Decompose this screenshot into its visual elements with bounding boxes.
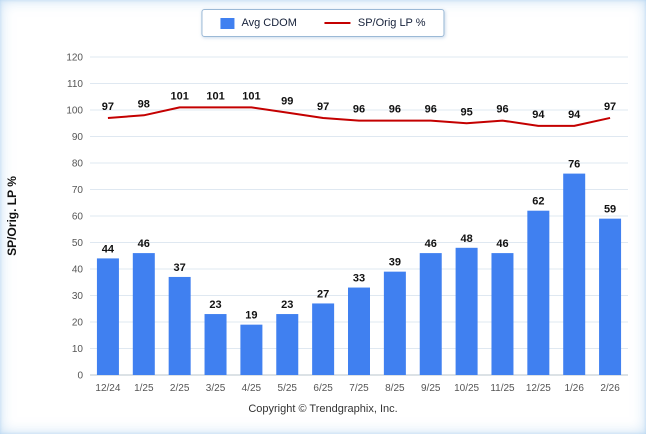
bars-group bbox=[96, 173, 622, 375]
bar-value-label: 23 bbox=[209, 299, 221, 311]
x-tick-label: 10/25 bbox=[454, 383, 479, 394]
bar bbox=[132, 253, 155, 375]
copyright-text: Copyright © Trendgraphix, Inc. bbox=[248, 403, 397, 415]
bar-value-label: 46 bbox=[138, 238, 150, 250]
x-tick-label: 11/25 bbox=[490, 383, 515, 394]
legend-item-avg-cdom: Avg CDOM bbox=[220, 17, 297, 29]
legend-label-avg-cdom: Avg CDOM bbox=[241, 17, 297, 29]
bar-value-label: 76 bbox=[568, 159, 580, 171]
grid-group: 0 10 20 30 40 50 60 70 80 90 100 110 120 12/24 1/25 2/2… bbox=[66, 53, 628, 394]
y-tick-label: 100 bbox=[66, 106, 83, 117]
bar bbox=[348, 287, 370, 375]
y-tick-label: 70 bbox=[72, 185, 84, 196]
bar bbox=[276, 314, 299, 375]
value-labels-group: 44 46 37 23 19 23 27 33 39 46 48 46 62 76 59 97 98 101 101… bbox=[102, 90, 616, 321]
bar-value-label: 37 bbox=[174, 262, 186, 274]
bar bbox=[491, 253, 514, 375]
x-tick-label: 1/25 bbox=[134, 383, 154, 394]
line-value-label: 97 bbox=[102, 101, 114, 113]
line-value-label: 101 bbox=[206, 90, 224, 102]
bar bbox=[383, 271, 406, 375]
x-tick-label: 5/25 bbox=[278, 383, 298, 394]
x-tick-label: 4/25 bbox=[242, 383, 262, 394]
y-tick-label: 80 bbox=[72, 159, 84, 170]
y-tick-label: 90 bbox=[72, 132, 84, 143]
line-value-label: 101 bbox=[242, 90, 260, 102]
line-swatch-icon bbox=[324, 22, 351, 24]
x-tick-label: 2/25 bbox=[170, 383, 190, 394]
bar-value-label: 46 bbox=[496, 238, 508, 250]
x-tick-label: 12/25 bbox=[526, 383, 551, 394]
y-axis-title: SP/Orig. LP % bbox=[5, 176, 19, 256]
bar bbox=[240, 324, 263, 375]
line-value-label: 96 bbox=[425, 104, 437, 116]
y-tick-label: 40 bbox=[72, 265, 84, 276]
y-tick-label: 30 bbox=[72, 291, 84, 302]
bar bbox=[204, 314, 227, 375]
y-tick-label: 50 bbox=[72, 238, 84, 249]
x-tick-label: 2/26 bbox=[600, 383, 620, 394]
y-tick-label: 20 bbox=[72, 318, 84, 329]
line-value-label: 96 bbox=[353, 104, 365, 116]
legend-item-sp-orig-lp: SP/Orig LP % bbox=[324, 17, 426, 29]
bar bbox=[599, 218, 622, 375]
bar bbox=[96, 258, 119, 375]
y-tick-label: 110 bbox=[67, 79, 83, 90]
x-tick-label: 3/25 bbox=[206, 383, 226, 394]
bar bbox=[563, 173, 586, 375]
x-tick-label: 12/24 bbox=[95, 383, 120, 394]
line-value-label: 101 bbox=[170, 90, 188, 102]
bar-value-label: 46 bbox=[425, 238, 437, 250]
bar-value-label: 39 bbox=[389, 257, 401, 269]
line-value-label: 94 bbox=[532, 109, 545, 121]
legend: Avg CDOM SP/Orig LP % bbox=[201, 9, 445, 37]
x-tick-label: 1/26 bbox=[564, 383, 584, 394]
bar bbox=[527, 210, 550, 375]
x-tick-label: 7/25 bbox=[349, 383, 369, 394]
line-value-label: 95 bbox=[460, 106, 472, 118]
y-tick-label: 60 bbox=[72, 212, 84, 223]
line-value-label: 97 bbox=[604, 101, 616, 113]
bar bbox=[312, 303, 335, 375]
line-value-label: 96 bbox=[496, 104, 508, 116]
y-tick-label: 10 bbox=[72, 344, 84, 355]
line-series bbox=[107, 106, 611, 127]
line-value-label: 97 bbox=[317, 101, 329, 113]
line-value-label: 98 bbox=[138, 98, 150, 110]
line-value-label: 94 bbox=[568, 109, 581, 121]
bar bbox=[168, 276, 191, 375]
bar-value-label: 59 bbox=[604, 204, 616, 216]
bar-value-label: 19 bbox=[245, 310, 257, 322]
bar-value-label: 48 bbox=[460, 233, 472, 245]
legend-label-sp-orig-lp: SP/Orig LP % bbox=[357, 17, 426, 29]
bar-swatch-icon bbox=[220, 17, 235, 29]
bar bbox=[455, 247, 478, 375]
bar-value-label: 62 bbox=[532, 196, 544, 208]
x-tick-label: 8/25 bbox=[385, 383, 405, 394]
line-group bbox=[107, 106, 611, 127]
bar-value-label: 33 bbox=[353, 273, 365, 285]
y-tick-label: 0 bbox=[77, 371, 83, 382]
bar-value-label: 27 bbox=[317, 288, 329, 300]
bar bbox=[419, 253, 442, 375]
line-value-label: 99 bbox=[281, 96, 293, 108]
bar-value-label: 23 bbox=[281, 299, 293, 311]
y-tick-label: 120 bbox=[66, 53, 83, 64]
x-tick-label: 6/25 bbox=[313, 383, 333, 394]
x-tick-label: 9/25 bbox=[421, 383, 441, 394]
bar-value-label: 44 bbox=[102, 243, 115, 255]
line-value-label: 96 bbox=[389, 104, 401, 116]
